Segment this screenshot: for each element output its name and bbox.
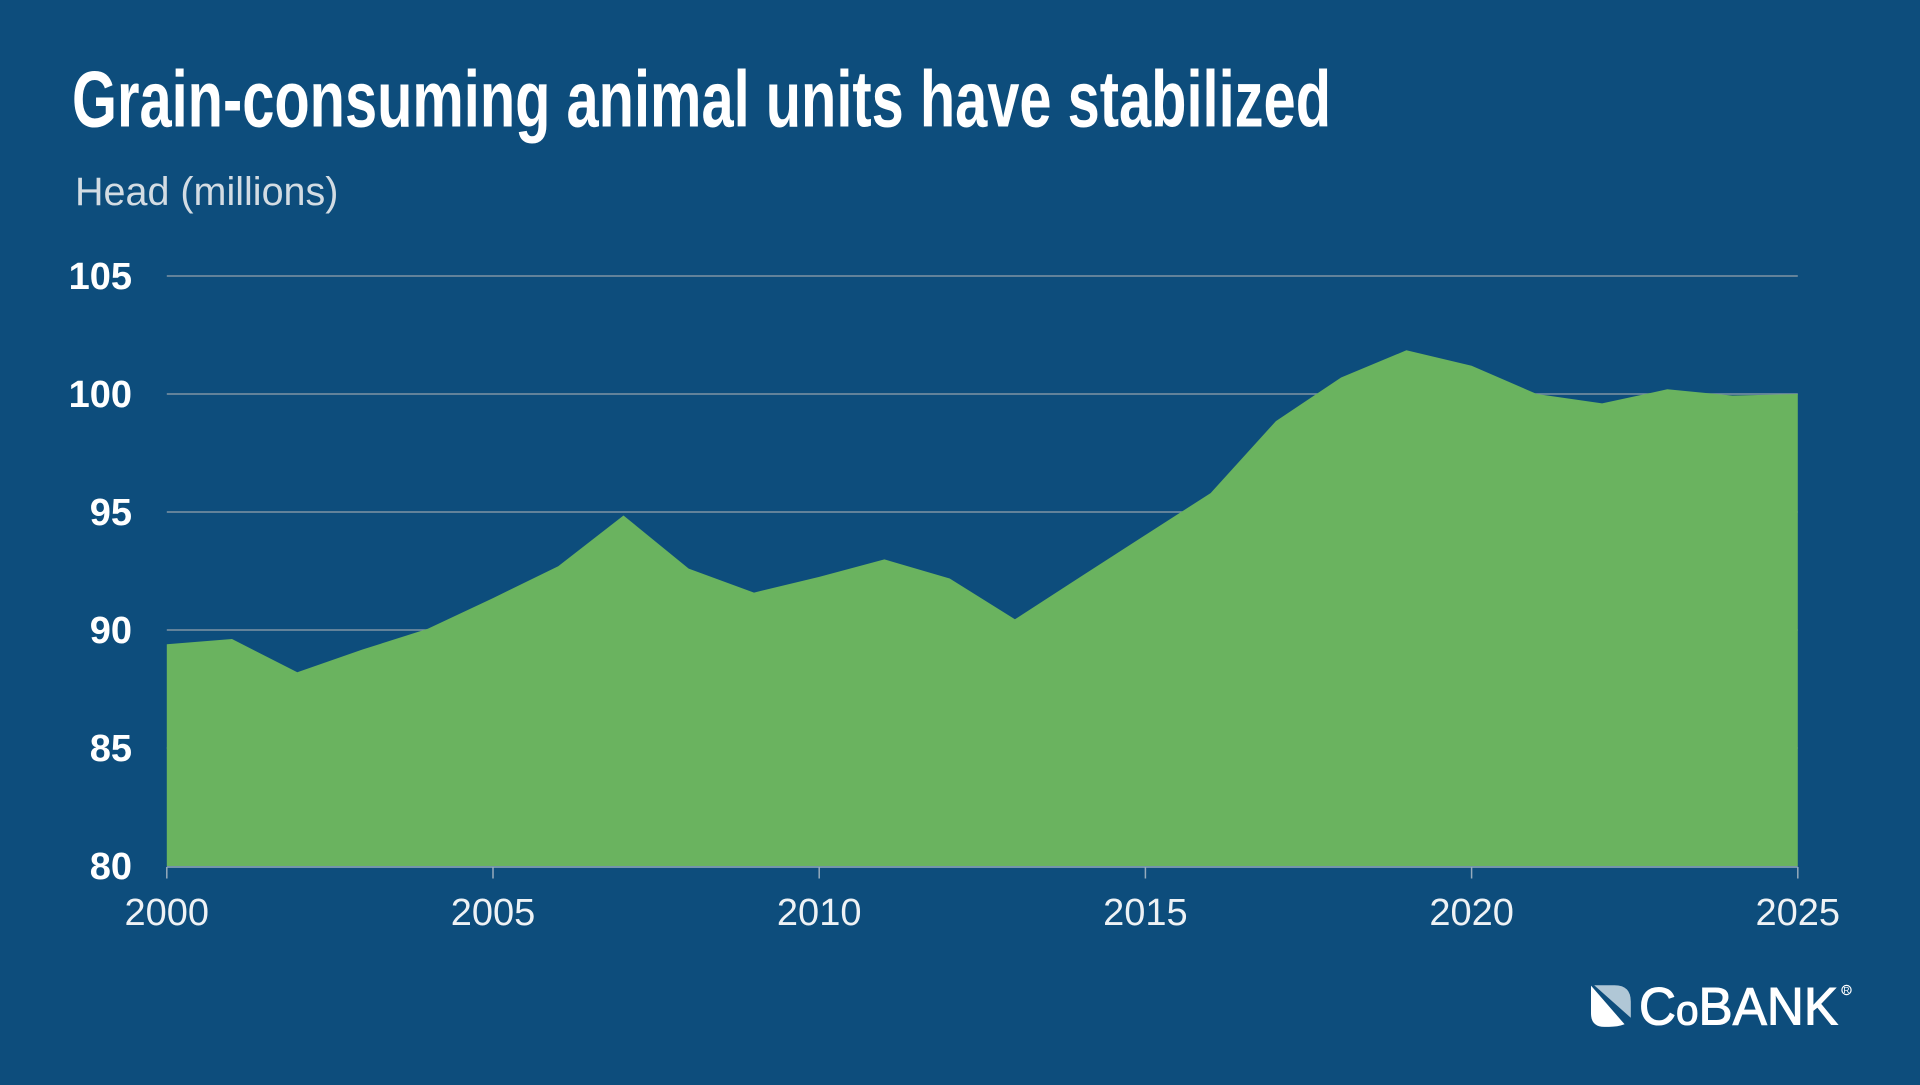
svg-text:85: 85 <box>90 728 132 770</box>
svg-text:2025: 2025 <box>1756 892 1841 934</box>
svg-text:95: 95 <box>90 492 132 534</box>
svg-text:Head (millions): Head (millions) <box>75 170 338 214</box>
svg-text:2020: 2020 <box>1429 892 1514 934</box>
svg-text:100: 100 <box>69 374 132 416</box>
svg-text:80: 80 <box>90 846 132 888</box>
svg-text:105: 105 <box>69 256 132 298</box>
svg-text:2005: 2005 <box>451 892 536 934</box>
svg-text:2000: 2000 <box>125 892 210 934</box>
svg-text:90: 90 <box>90 610 132 652</box>
svg-text:2010: 2010 <box>777 892 862 934</box>
svg-text:R: R <box>1843 985 1849 995</box>
svg-text:CoBANK: CoBANK <box>1639 978 1838 1037</box>
svg-text:2015: 2015 <box>1103 892 1188 934</box>
svg-text:Grain-consuming animal units h: Grain-consuming animal units have stabil… <box>72 55 1331 144</box>
